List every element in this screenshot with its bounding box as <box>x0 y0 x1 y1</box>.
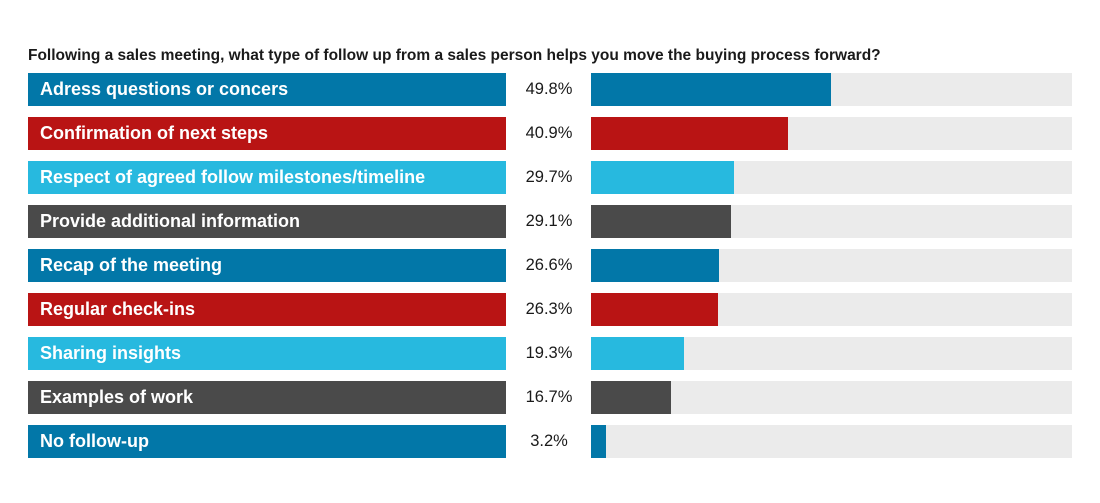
bar-track <box>591 249 1072 282</box>
bar <box>591 161 734 194</box>
category-label: Examples of work <box>28 381 506 414</box>
value-label: 26.3% <box>525 300 573 318</box>
bar-row: Provide additional information 29.1% <box>0 205 1100 238</box>
bar-track <box>591 337 1072 370</box>
category-label: Provide additional information <box>28 205 506 238</box>
bar-track <box>591 381 1072 414</box>
bar <box>591 337 684 370</box>
bar-row: Recap of the meeting 26.6% <box>0 249 1100 282</box>
category-label: Regular check-ins <box>28 293 506 326</box>
category-label: Recap of the meeting <box>28 249 506 282</box>
value-label: 26.6% <box>525 256 573 274</box>
value-label: 29.1% <box>525 212 573 230</box>
bar-row: Regular check-ins 26.3% <box>0 293 1100 326</box>
bar <box>591 381 671 414</box>
bar <box>591 293 718 326</box>
chart-title: Following a sales meeting, what type of … <box>28 47 881 64</box>
bar-track <box>591 117 1072 150</box>
bar <box>591 205 731 238</box>
bar-track <box>591 161 1072 194</box>
bar <box>591 73 831 106</box>
bar-row: Examples of work 16.7% <box>0 381 1100 414</box>
category-label: Sharing insights <box>28 337 506 370</box>
bar-track <box>591 73 1072 106</box>
value-label: 40.9% <box>525 124 573 142</box>
bar-row: No follow-up 3.2% <box>0 425 1100 458</box>
category-label: Respect of agreed follow milestones/time… <box>28 161 506 194</box>
value-label: 49.8% <box>525 80 573 98</box>
bar <box>591 425 606 458</box>
bar <box>591 249 719 282</box>
bar-track <box>591 293 1072 326</box>
bar-row: Adress questions or concers 49.8% <box>0 73 1100 106</box>
bar-track <box>591 205 1072 238</box>
bar-row: Respect of agreed follow milestones/time… <box>0 161 1100 194</box>
value-label: 29.7% <box>525 168 573 186</box>
bar-track <box>591 425 1072 458</box>
category-label: Adress questions or concers <box>28 73 506 106</box>
value-label: 19.3% <box>525 344 573 362</box>
bar <box>591 117 788 150</box>
value-label: 3.2% <box>530 432 568 450</box>
value-label: 16.7% <box>525 388 573 406</box>
category-label: Confirmation of next steps <box>28 117 506 150</box>
bar-row: Confirmation of next steps 40.9% <box>0 117 1100 150</box>
category-label: No follow-up <box>28 425 506 458</box>
bar-row: Sharing insights 19.3% <box>0 337 1100 370</box>
